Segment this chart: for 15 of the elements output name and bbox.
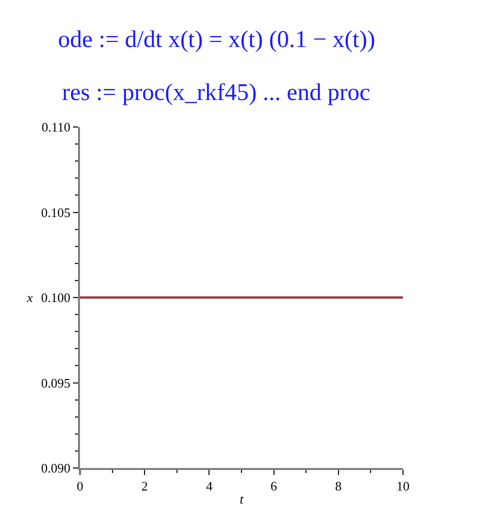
x-axis-title: t — [240, 492, 244, 507]
chart-title: ode := d/dt x(t) = x(t) (0.1 − x(t)) — [58, 27, 376, 53]
x-tick-label: 10 — [396, 478, 410, 494]
chart-subtitle: res := proc(x_rkf45) ... end proc — [62, 80, 370, 106]
y-tick-label: 0.095 — [41, 375, 70, 390]
x-tick-label: 8 — [335, 478, 342, 494]
x-tick-label: 0 — [76, 478, 84, 494]
y-axis-title: x — [26, 290, 33, 305]
x-tick-label: 2 — [141, 478, 148, 494]
x-tick-label: 6 — [270, 478, 278, 494]
y-tick-label: 0.105 — [41, 204, 70, 220]
y-tick-label: 0.110 — [42, 120, 70, 135]
y-tick-label: 0.090 — [41, 460, 70, 476]
y-tick-label: 0.100 — [41, 290, 70, 306]
x-tick-label: 4 — [206, 478, 213, 494]
